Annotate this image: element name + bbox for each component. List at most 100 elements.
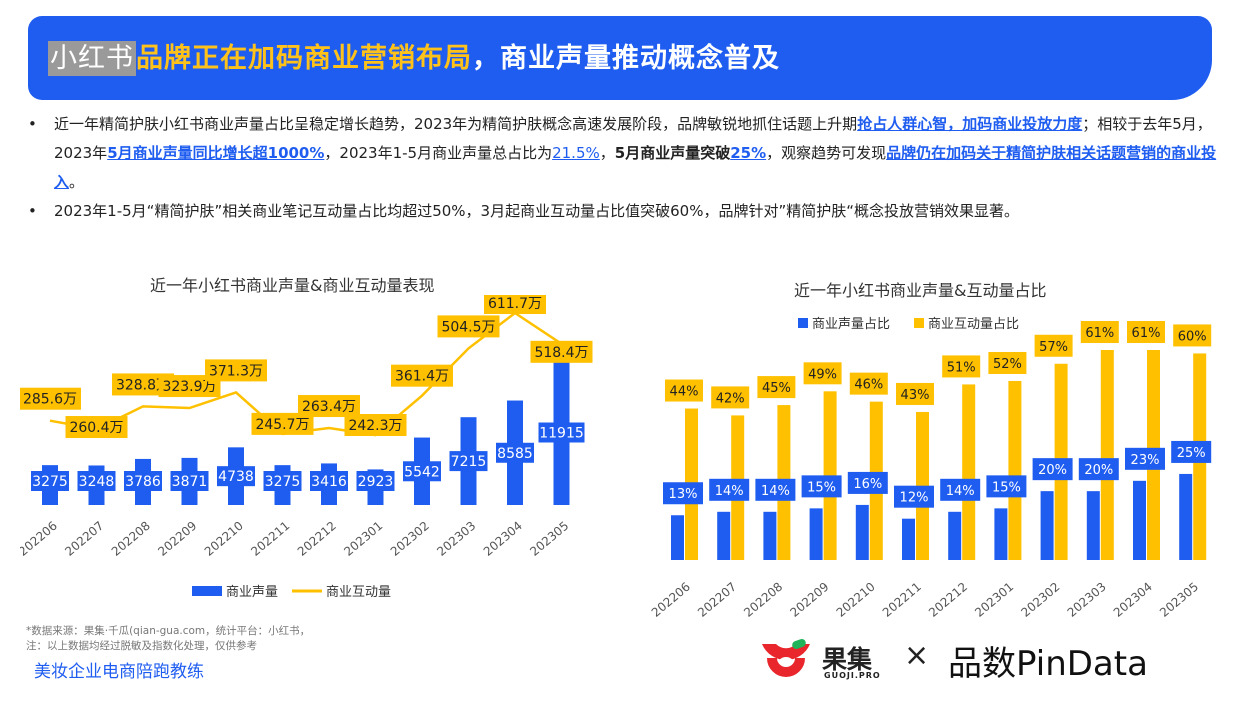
interaction-share-label-box [1127, 321, 1165, 343]
volume-label-box [356, 471, 395, 491]
volume-label-box [77, 471, 116, 491]
guoji-logo-icon [762, 638, 810, 677]
volume-share-label-box [1078, 458, 1119, 481]
bullet-1-highlight-4: 品牌仍在加码关于精简护肤相关话题营销的商业投入 [54, 144, 1217, 191]
interaction-label-box [437, 315, 500, 338]
legend-swatch-volume-share [798, 318, 808, 328]
interaction-share-label-box [1173, 324, 1212, 347]
volume-label-box [496, 442, 534, 463]
chart-2-legend: 商业声量占比 商业互动量占比 [798, 317, 1019, 332]
bullet-1-highlight-3: 25% [730, 144, 767, 162]
chart-1: 3275 3248 3786 3871 4738 3275 3416 2923 5542 7215… [20, 295, 593, 600]
x-tick-label: 202304 [1111, 580, 1155, 620]
interaction-label-box [251, 412, 314, 435]
interaction-share-label-box [665, 379, 703, 402]
bullet-2-text: 2023年1-5月“精简护肤”相关商业笔记互动量占比均超过50%，3月起商业互动… [54, 202, 1019, 220]
x-tick-label: 202209 [155, 519, 199, 559]
interaction-label: 323.9万 [162, 379, 216, 395]
interaction-label: 285.6万 [23, 392, 77, 408]
interaction-label-box [205, 359, 267, 382]
interaction-share-bar [1100, 350, 1114, 560]
volume-share-label: 14% [761, 484, 790, 499]
volume-share-label-box [1171, 440, 1212, 463]
bullet-2: • 2023年1-5月“精简护肤”相关商业笔记互动量占比均超过50%，3月起商业… [28, 197, 1218, 226]
chart-2: 商业声量占比 商业互动量占比 44% 13% 202206 42% 14% 202207 45%… [649, 317, 1212, 620]
volume-label-box [263, 471, 302, 491]
bullet-1-text-4: ， [599, 144, 615, 162]
volume-share-bar [763, 511, 777, 560]
interaction-label-box [298, 395, 360, 418]
legend-label-volume: 商业声量 [226, 585, 278, 600]
volume-label: 2923 [358, 474, 394, 490]
interaction-share-label: 51% [947, 360, 976, 375]
volume-label: 4738 [218, 469, 254, 485]
volume-share-label: 13% [669, 487, 698, 502]
volume-share-label-box [847, 471, 888, 494]
volume-share-bar [902, 518, 915, 560]
x-tick-label: 202301 [972, 580, 1016, 620]
bullet-1: • 近一年精简护肤小红书商业声量占比呈稳定增长趋势，2023年为精简护肤概念高速… [28, 110, 1218, 197]
interaction-share-label-box [988, 351, 1027, 374]
cross-symbol: × [904, 638, 930, 673]
bullet-1-text-6: 。 [69, 173, 85, 191]
bullet-1-text-2: ；相较于去年5月，2023年 [54, 115, 1212, 162]
title-part-2: 品牌正在加码商业营销布局 [136, 43, 472, 74]
volume-share-label-box [755, 478, 796, 501]
page-title: 小红书品牌正在加码商业营销布局，商业声量推动概念普及 [48, 36, 780, 76]
chart-1-title: 近一年小红书商业声量&商业互动量表现 [150, 276, 435, 295]
interaction-share-label: 44% [670, 385, 699, 400]
x-tick-label: 202206 [20, 519, 60, 559]
interaction-label: 242.3万 [348, 418, 402, 434]
volume-label: 8585 [497, 446, 533, 462]
volume-share-label-box [894, 485, 934, 508]
volume-label: 3416 [311, 474, 347, 490]
interaction-label: 263.4万 [302, 399, 356, 415]
x-tick-label: 202207 [62, 519, 106, 559]
volume-label-box [449, 451, 488, 472]
x-tick-label: 202209 [787, 580, 831, 620]
volume-share-label: 15% [807, 480, 836, 495]
volume-share-bar [1040, 491, 1054, 560]
interaction-label-box [344, 414, 407, 436]
interaction-label: 611.7万 [488, 296, 542, 312]
interaction-share-label: 57% [1039, 340, 1068, 355]
bullet-1-highlight-2: 5月商业声量同比增长超1000% [107, 144, 325, 162]
pindata-logo-text: 品数PinData [948, 644, 1148, 684]
guoji-logo-subtext: GUOJI.PRO [824, 671, 881, 680]
interaction-label: 245.7万 [255, 417, 309, 433]
interaction-label-box [484, 295, 546, 314]
interaction-share-label-box [896, 382, 934, 405]
volume-share-label-box [709, 478, 750, 501]
volume-label-box [538, 422, 585, 443]
interaction-label: 361.4万 [395, 369, 449, 385]
volume-share-label: 20% [1038, 463, 1067, 478]
legend-swatch-volume [192, 586, 222, 596]
interaction-share-label-box [1080, 321, 1119, 343]
volume-label-box [170, 471, 209, 491]
footnote-disclaimer: 注：以上数据均经过脱敏及指数化处理，仅供参考 [26, 640, 257, 652]
volume-share-label: 14% [715, 484, 744, 499]
interaction-label-box [20, 387, 81, 410]
interaction-share-label-box [1034, 334, 1073, 357]
interaction-label-box [65, 416, 128, 439]
title-part-1: 小红书 [48, 41, 136, 76]
footnote: *数据来源：果集·千瓜(qian-gua.com，统计平台：小红书， 注：以上数… [26, 624, 310, 654]
volume-label: 5542 [404, 464, 440, 480]
interaction-share-label: 61% [1085, 326, 1114, 341]
partner-logos: 果集 GUOJI.PRO × 品数PinData [758, 636, 1228, 686]
x-tick-label: 202212 [926, 580, 970, 620]
bullet-dot: • [28, 115, 37, 133]
volume-share-label: 25% [1177, 446, 1206, 461]
x-tick-label: 202210 [202, 519, 246, 559]
volume-share-bar [994, 508, 1008, 560]
interaction-share-label: 60% [1178, 329, 1207, 344]
interaction-share-label: 45% [762, 381, 791, 396]
volume-share-bar [717, 511, 731, 560]
interaction-share-bar [1008, 380, 1022, 560]
x-tick-label: 202302 [1018, 580, 1062, 620]
x-tick-label: 202208 [741, 580, 785, 620]
interaction-share-label: 49% [808, 367, 837, 382]
legend-swatch-interaction-share [914, 318, 924, 328]
legend-label-volume-share: 商业声量占比 [812, 317, 890, 332]
volume-label: 7215 [451, 454, 487, 470]
